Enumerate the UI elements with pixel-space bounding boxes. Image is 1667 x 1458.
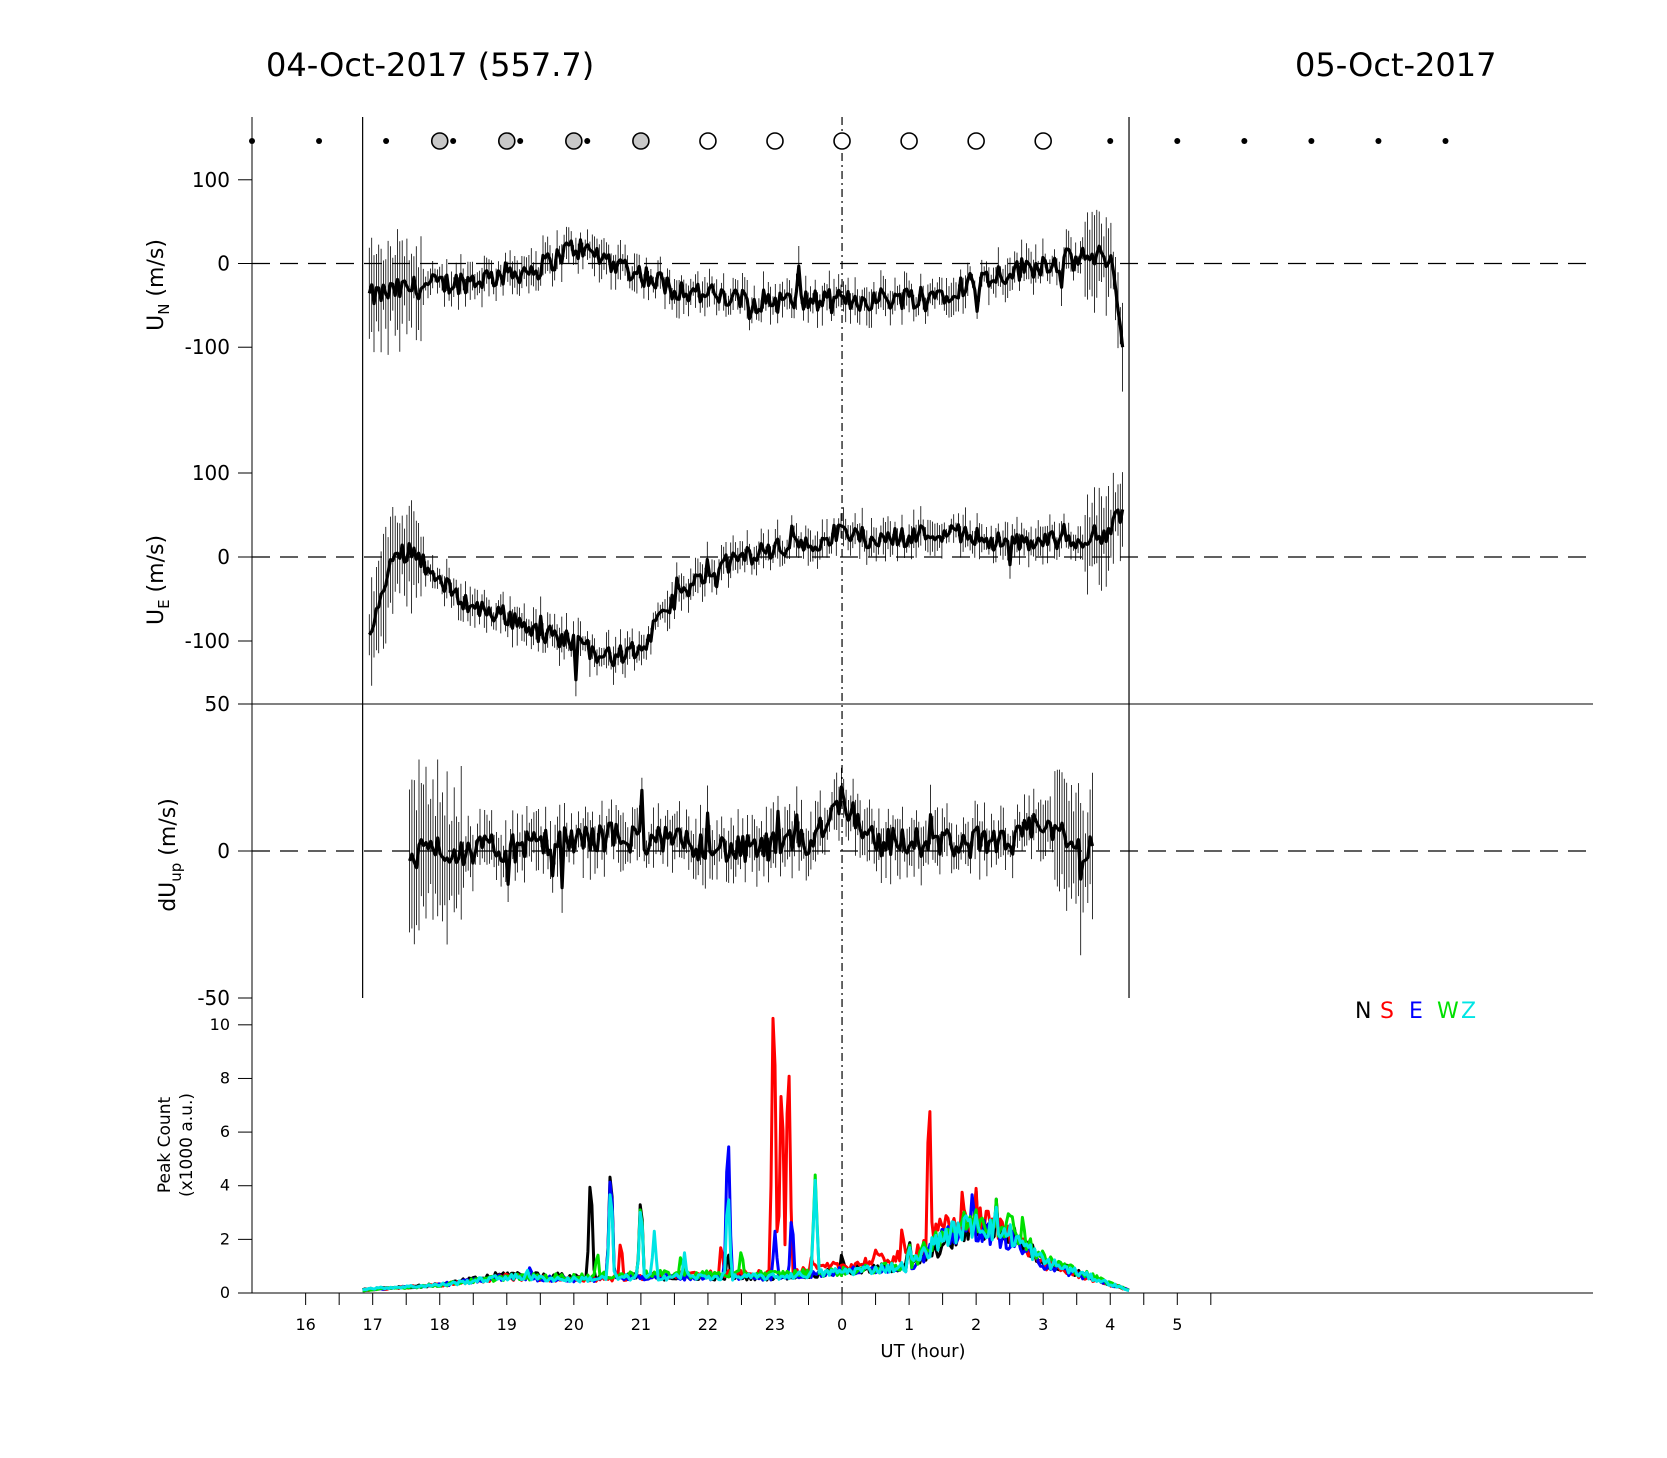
xtick-label: 21: [631, 1315, 651, 1334]
sky-marker-dot: [316, 138, 323, 144]
ylabel-ue-sub: E: [155, 599, 173, 608]
un-line: [367, 238, 1125, 348]
sky-marker-moon: [430, 132, 449, 150]
ylabel-dup-sub: up: [167, 863, 185, 882]
sky-marker-dot: [450, 138, 457, 144]
un-ytick-label: 100: [192, 168, 230, 192]
xtick-label: 1: [904, 1315, 914, 1334]
ylabel-ue: UE (m/s): [144, 535, 173, 625]
peak-ytick-label: 4: [220, 1176, 230, 1195]
ylabel-dup-space: [156, 856, 181, 863]
xtick-label: 4: [1105, 1315, 1115, 1334]
un-ytick-label: 0: [217, 252, 230, 276]
sky-marker-moon: [497, 132, 516, 150]
ue-ytick-label: -100: [185, 629, 230, 653]
sky-marker-dot: [584, 138, 591, 144]
ylabel-dup: dUup (m/s): [156, 798, 185, 912]
legend-z: Z: [1461, 999, 1476, 1024]
ue-series: [368, 472, 1125, 697]
un-ytick-label: -100: [185, 335, 230, 359]
peak-ytick-label: 6: [220, 1122, 230, 1141]
sky-marker-dot: [249, 138, 255, 144]
xtick-label: 17: [363, 1315, 383, 1334]
peak-series: [362, 1016, 1130, 1293]
sky-marker-dot: [1442, 138, 1449, 144]
ylabel-ue-main: U: [144, 609, 169, 625]
ylabel-dup-unit: (m/s): [156, 798, 181, 855]
ylabel-un-unit: (m/s): [144, 239, 169, 296]
legend: N S E W Z: [1355, 999, 1476, 1024]
svg-text:UE (m/s): UE (m/s): [144, 535, 173, 625]
sky-marker-dot: [1375, 138, 1382, 144]
sky-marker-dot: [1241, 138, 1248, 144]
ylabel-dup-main: dU: [156, 882, 181, 912]
sky-marker-moon: [565, 132, 583, 150]
dup-ytick-label: 50: [205, 692, 230, 716]
ylabel-un-main: U: [144, 315, 169, 331]
peak-line-z: [362, 1178, 1130, 1293]
ylabel-peak-line2: (x1000 a.u.): [177, 1093, 197, 1197]
dup-line: [408, 785, 1095, 890]
peak-ytick-label: 0: [220, 1283, 230, 1302]
peak-ytick-label: 8: [220, 1068, 230, 1087]
sky-marker-moon: [632, 132, 650, 150]
svg-text:UN (m/s): UN (m/s): [144, 239, 173, 331]
ylabel-ue-space: [144, 592, 169, 599]
xtick-label: 0: [837, 1315, 847, 1334]
sky-condition-markers: [249, 132, 1449, 150]
peak-line-s: [362, 1016, 1130, 1292]
date-left-title: 04-Oct-2017 (557.7): [266, 46, 594, 84]
sky-marker-dot: [383, 138, 390, 144]
xtick-label: 2: [971, 1315, 981, 1334]
xlabel: UT (hour): [880, 1341, 965, 1362]
sky-marker-dot: [517, 138, 524, 144]
peak-ytick-label: 10: [210, 1015, 230, 1034]
xtick-label: 3: [1038, 1315, 1048, 1334]
peak-ytick-label: 2: [220, 1229, 230, 1248]
dup-error-bars: [409, 759, 1093, 956]
dup-ytick-label: 0: [217, 839, 230, 863]
ylabel-un-sub: N: [155, 304, 173, 315]
xtick-label: 22: [698, 1315, 718, 1334]
reference-lines: [252, 117, 1593, 1293]
sky-marker-dot: [1107, 138, 1114, 144]
peak-line-w: [362, 1173, 1130, 1293]
xtick-label: 23: [765, 1315, 785, 1334]
xtick-label: 5: [1172, 1315, 1182, 1334]
sky-marker-open: [1034, 132, 1052, 150]
sky-marker-open: [699, 132, 717, 150]
ue-error-bars: [368, 472, 1123, 697]
ue-ytick-label: 0: [217, 545, 230, 569]
ue-line: [368, 508, 1125, 682]
axes: [238, 117, 1593, 1305]
xtick-label: 19: [497, 1315, 517, 1334]
data-series: [362, 209, 1130, 1293]
dup-ytick-label: -50: [197, 986, 230, 1010]
sky-marker-open: [967, 132, 985, 150]
sky-marker-open: [833, 132, 851, 150]
ylabel-peak-line1: Peak Count: [155, 1097, 175, 1194]
legend-n: N: [1355, 999, 1371, 1024]
sky-marker-dot: [1308, 138, 1315, 144]
ylabel-un-space: [144, 297, 169, 304]
un-series: [367, 209, 1125, 392]
xtick-label: 16: [295, 1315, 315, 1334]
date-right-title: 05-Oct-2017: [1295, 46, 1496, 84]
ylabel-un: UN (m/s): [144, 239, 173, 331]
sky-marker-dot: [1174, 138, 1181, 144]
xtick-label: 20: [564, 1315, 584, 1334]
legend-s: S: [1380, 999, 1394, 1024]
sky-marker-open: [766, 132, 784, 150]
svg-text:dUup (m/s): dUup (m/s): [156, 798, 185, 912]
sky-marker-open: [900, 132, 918, 150]
ue-ytick-label: 100: [192, 461, 230, 485]
ylabel-peak: Peak Count (x1000 a.u.): [155, 1093, 197, 1197]
xtick-label: 18: [430, 1315, 450, 1334]
legend-e: E: [1409, 999, 1423, 1024]
ylabel-ue-unit: (m/s): [144, 535, 169, 592]
dup-series: [408, 759, 1095, 956]
legend-w: W: [1437, 999, 1459, 1024]
